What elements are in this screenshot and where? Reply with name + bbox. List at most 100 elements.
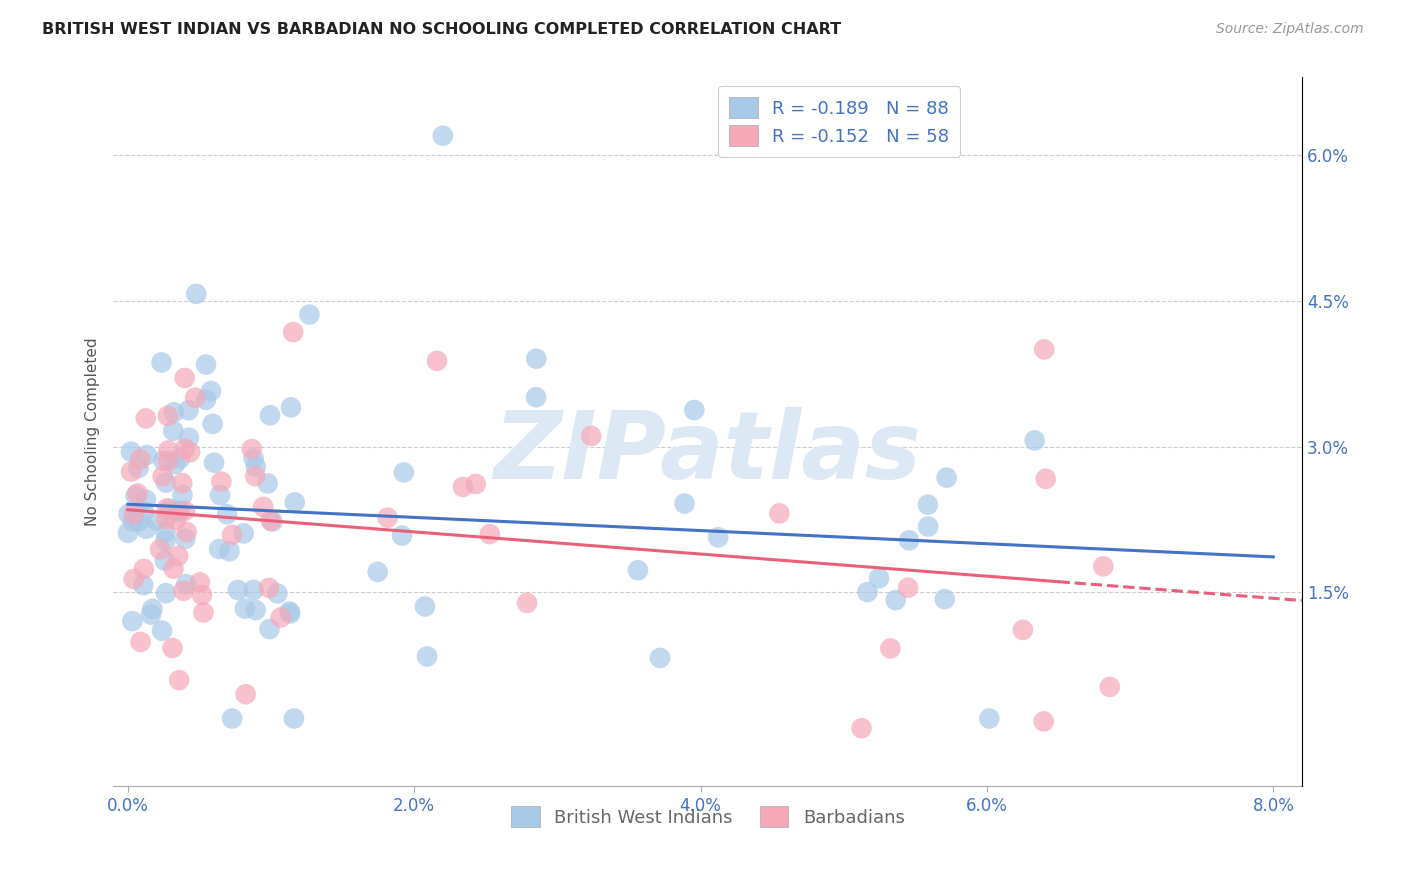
Point (132, 562, 155, 576)
Point (155, 533, 177, 548)
Point (173, 583, 195, 598)
Point (979, 711, 1001, 725)
Point (167, 549, 190, 563)
Point (157, 443, 180, 458)
Point (934, 592, 956, 607)
Point (177, 403, 200, 417)
Point (898, 533, 921, 548)
Point (153, 553, 176, 567)
Point (156, 501, 179, 516)
Point (707, 530, 730, 544)
Point (673, 496, 696, 510)
Y-axis label: No Schooling Completed: No Schooling Completed (86, 338, 100, 526)
Point (200, 384, 222, 398)
Point (256, 476, 278, 491)
Point (209, 475, 232, 489)
Point (184, 391, 207, 405)
Point (163, 405, 186, 419)
Point (233, 601, 256, 615)
Point (132, 578, 155, 592)
Point (128, 514, 150, 528)
Point (245, 459, 267, 474)
Point (917, 519, 939, 533)
Point (139, 607, 162, 622)
Point (1012, 623, 1035, 637)
Point (245, 603, 267, 617)
Point (242, 582, 264, 597)
Point (221, 711, 243, 725)
Point (172, 476, 194, 491)
Point (117, 525, 139, 540)
Point (124, 489, 146, 503)
Point (156, 454, 179, 468)
Point (451, 480, 474, 494)
Point (174, 577, 197, 591)
Point (169, 451, 191, 466)
Point (127, 461, 149, 475)
Point (1035, 472, 1057, 486)
Point (149, 542, 172, 557)
Point (162, 561, 184, 575)
Point (259, 409, 281, 423)
Point (218, 544, 240, 558)
Point (252, 500, 274, 514)
Point (120, 465, 142, 479)
Point (377, 510, 399, 524)
Point (683, 403, 706, 417)
Point (194, 392, 217, 407)
Point (648, 651, 671, 665)
Point (851, 721, 873, 735)
Point (524, 351, 547, 366)
Point (232, 526, 254, 541)
Point (165, 513, 187, 527)
Point (201, 417, 224, 431)
Point (179, 445, 201, 459)
Point (122, 507, 145, 521)
Point (176, 524, 198, 539)
Point (121, 614, 143, 628)
Point (122, 572, 145, 586)
Point (155, 525, 177, 540)
Point (1033, 343, 1056, 357)
Point (283, 711, 305, 725)
Point (155, 512, 177, 526)
Point (193, 606, 215, 620)
Point (259, 622, 281, 636)
Point (177, 431, 200, 445)
Point (152, 469, 174, 483)
Point (298, 308, 321, 322)
Point (173, 371, 195, 385)
Point (879, 641, 901, 656)
Point (150, 624, 173, 638)
Point (856, 585, 879, 599)
Point (167, 673, 190, 687)
Point (524, 390, 547, 404)
Point (413, 599, 436, 614)
Point (174, 504, 197, 518)
Point (141, 602, 163, 616)
Text: ZIPatlas: ZIPatlas (494, 408, 922, 500)
Point (868, 571, 890, 585)
Point (516, 596, 538, 610)
Point (169, 503, 191, 517)
Point (215, 508, 238, 522)
Point (284, 495, 307, 509)
Point (117, 507, 139, 521)
Point (155, 475, 177, 490)
Point (897, 581, 920, 595)
Point (186, 286, 208, 301)
Point (172, 488, 194, 502)
Point (260, 514, 283, 528)
Point (464, 477, 486, 491)
Point (208, 488, 231, 502)
Point (135, 411, 157, 425)
Point (242, 451, 264, 466)
Point (478, 527, 501, 541)
Point (416, 649, 439, 664)
Point (135, 492, 157, 507)
Point (280, 401, 302, 415)
Point (121, 515, 143, 529)
Point (167, 505, 190, 519)
Point (627, 563, 650, 577)
Point (884, 593, 907, 607)
